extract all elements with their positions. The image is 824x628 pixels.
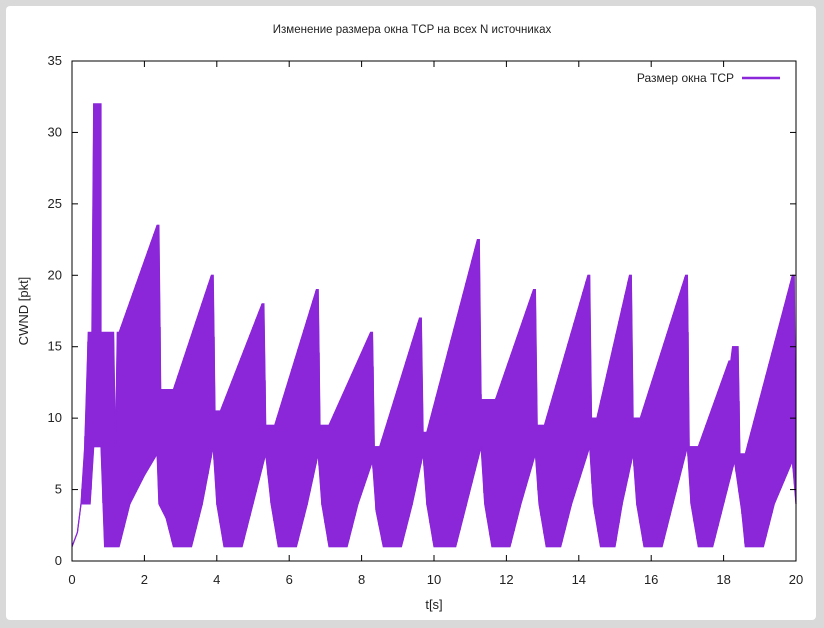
y-tick-label: 15 [48, 339, 62, 354]
y-axis-label: CWND [pkt] [16, 277, 31, 346]
x-tick-label: 0 [68, 572, 75, 587]
chart-frame: Изменение размера окна TCP на всех N ист… [6, 6, 816, 620]
series-oscillation [81, 103, 794, 547]
y-tick-label: 10 [48, 410, 62, 425]
x-axis: 0 2 4 6 8 10 12 14 16 18 20 [68, 61, 803, 587]
x-tick-label: 14 [572, 572, 586, 587]
y-tick-label: 0 [55, 553, 62, 568]
series-upper-trace [71, 103, 797, 547]
x-axis-label: t[s] [425, 597, 442, 612]
x-tick-label: 10 [427, 572, 441, 587]
y-tick-label: 5 [55, 482, 62, 497]
x-tick-label: 2 [141, 572, 148, 587]
chart-title: Изменение размера окна TCP на всех N ист… [273, 24, 552, 36]
y-tick-label: 30 [48, 124, 62, 139]
legend: Размер окна TCP [637, 71, 780, 85]
legend-label: Размер окна TCP [637, 71, 734, 85]
chart-svg: Изменение размера окна TCP на всех N ист… [16, 24, 803, 612]
x-tick-label: 12 [499, 572, 513, 587]
series-layer [71, 103, 797, 548]
x-tick-label: 18 [716, 572, 730, 587]
y-axis: 0 5 10 15 20 25 30 35 [48, 53, 796, 568]
y-tick-label: 35 [48, 53, 62, 68]
x-tick-label: 8 [358, 572, 365, 587]
y-tick-label: 20 [48, 267, 62, 282]
x-tick-label: 6 [286, 572, 293, 587]
y-tick-label: 25 [48, 196, 62, 211]
x-tick-label: 20 [789, 572, 803, 587]
x-tick-label: 16 [644, 572, 658, 587]
x-tick-label: 4 [213, 572, 220, 587]
series-lower-trace [71, 446, 797, 548]
